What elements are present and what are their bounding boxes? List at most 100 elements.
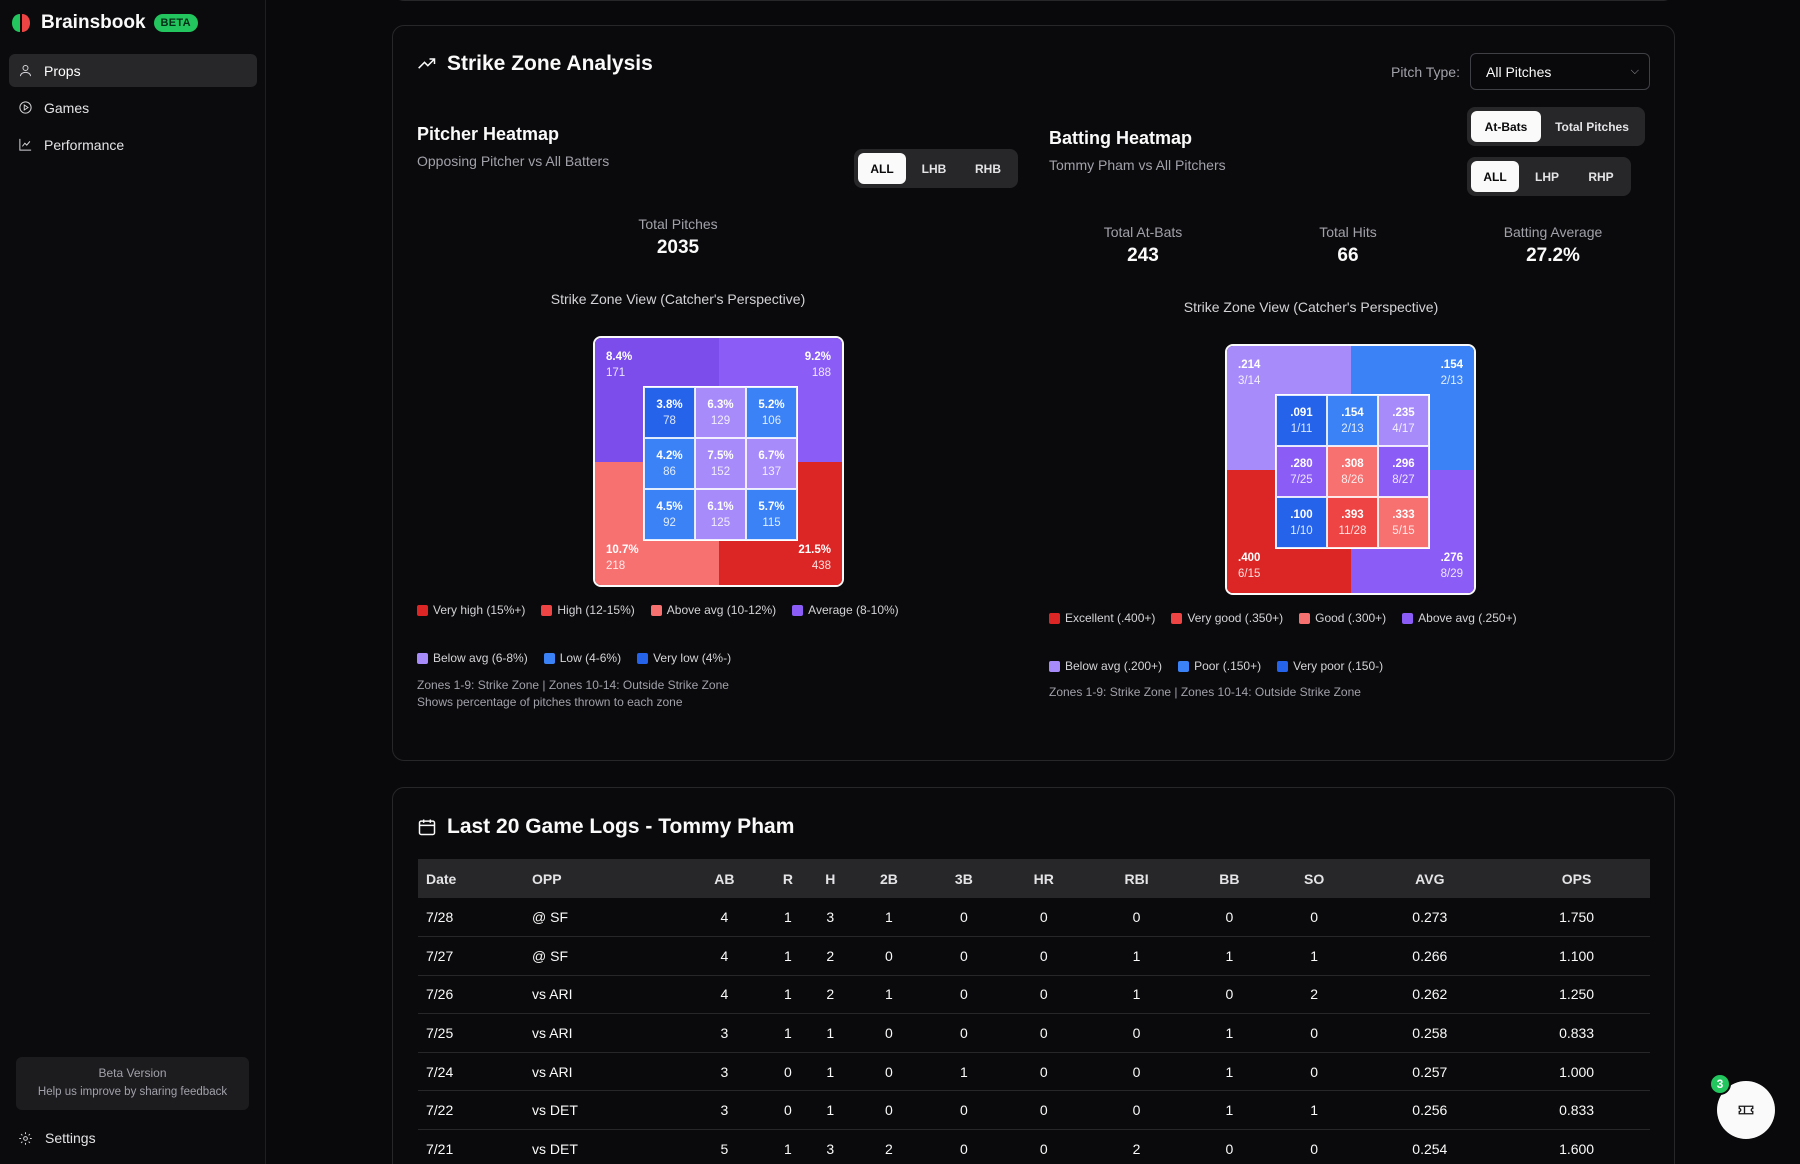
column-header-avg[interactable]: AVG bbox=[1415, 870, 1445, 887]
table-cell: 0 bbox=[1271, 1013, 1357, 1053]
zone-cell-5[interactable]: .308 8/26 bbox=[1327, 446, 1378, 497]
table-cell: 7/26 bbox=[418, 975, 532, 1015]
zone-cell-3[interactable]: 5.2% 106 bbox=[746, 387, 797, 438]
filter-all[interactable]: ALL bbox=[1471, 161, 1519, 192]
sidebar-nav: Props Games Performance bbox=[9, 54, 257, 165]
legend-item: Low (4-6%) bbox=[543, 651, 621, 665]
legend-swatch bbox=[1178, 660, 1190, 672]
table-cell: 1 bbox=[851, 898, 927, 938]
zone-cell-3[interactable]: .235 4/17 bbox=[1378, 395, 1429, 446]
pitch-type-select[interactable]: All Pitches ⌵ bbox=[1470, 53, 1650, 90]
table-cell: 1.250 bbox=[1503, 975, 1650, 1015]
filter-lhp[interactable]: LHP bbox=[1535, 169, 1559, 184]
mode-total-pitches[interactable]: Total Pitches bbox=[1555, 119, 1629, 134]
pitcher-note: Zones 1-9: Strike Zone | Zones 10-14: Ou… bbox=[417, 678, 729, 709]
pitcher-heatmap-subtitle: Opposing Pitcher vs All Batters bbox=[417, 153, 610, 169]
mode-at-bats[interactable]: At-Bats bbox=[1471, 111, 1541, 142]
legend-item: Average (8-10%) bbox=[792, 603, 899, 617]
zone-cell-1[interactable]: .091 1/11 bbox=[1276, 395, 1327, 446]
zone-cell-5[interactable]: 7.5% 152 bbox=[695, 438, 746, 489]
legend-item: Excellent (.400+) bbox=[1049, 611, 1155, 625]
column-header-rbi[interactable]: RBI bbox=[1124, 870, 1149, 887]
column-header-bb[interactable]: BB bbox=[1219, 870, 1240, 887]
batting-hand-filter: ALL LHP RHP bbox=[1467, 157, 1631, 196]
table-cell: 1 bbox=[926, 1052, 1002, 1092]
filter-all[interactable]: ALL bbox=[858, 153, 906, 184]
column-header-date[interactable]: Date bbox=[426, 870, 457, 887]
zone-cell-2[interactable]: .154 2/13 bbox=[1327, 395, 1378, 446]
beta-title: Beta Version bbox=[98, 1066, 167, 1080]
table-cell: 7/27 bbox=[418, 936, 532, 976]
table-body: 7/28 @ SF 4 1 3 1 0 0 0 0 0 0.273 1.750 7/27 @ SF 4 1 2 0 0… bbox=[418, 898, 1650, 1164]
zone-cell-8[interactable]: .393 11/28 bbox=[1327, 497, 1378, 548]
batting-average-stat: Batting Average 27.2% bbox=[1503, 224, 1603, 266]
table-cell: 1 bbox=[809, 1090, 852, 1131]
sidebar-item-props[interactable]: Props bbox=[9, 54, 257, 87]
table-cell: 0 bbox=[1187, 1129, 1272, 1164]
zone-cell-7[interactable]: 4.5% 92 bbox=[644, 489, 695, 540]
column-header-h[interactable]: H bbox=[825, 870, 836, 887]
table-cell: 2 bbox=[809, 936, 852, 976]
brand[interactable]: Brainsbook BETA bbox=[9, 10, 198, 36]
column-header-ab[interactable]: AB bbox=[714, 870, 735, 887]
zone-cell-4[interactable]: 4.2% 86 bbox=[644, 438, 695, 489]
table-row[interactable]: 7/24 vs ARI 3 0 1 0 1 0 0 1 0 0.257 1.000 bbox=[418, 1052, 1650, 1092]
zone-cell-4[interactable]: .280 7/25 bbox=[1276, 446, 1327, 497]
table-cell: 0 bbox=[1001, 936, 1087, 976]
table-cell: 1.000 bbox=[1503, 1052, 1650, 1092]
batting-heatmap-title: Batting Heatmap bbox=[1049, 128, 1193, 148]
table-row[interactable]: 7/27 @ SF 4 1 2 0 0 0 1 1 1 0.266 1.100 bbox=[418, 936, 1650, 976]
table-row[interactable]: 7/21 vs DET 5 1 3 2 0 0 2 0 0 0.254 1.600 bbox=[418, 1129, 1650, 1164]
batting-mode-toggle: At-Bats Total Pitches bbox=[1467, 107, 1645, 146]
pitcher-heatmap-title: Pitcher Heatmap bbox=[417, 124, 560, 144]
table-cell: 0 bbox=[926, 975, 1002, 1015]
column-header-hr[interactable]: HR bbox=[1033, 870, 1054, 887]
table-cell: 1 bbox=[1271, 1090, 1357, 1131]
zone-cell-7[interactable]: .100 1/10 bbox=[1276, 497, 1327, 548]
ticket-icon bbox=[1738, 1105, 1754, 1115]
column-header-opp[interactable]: OPP bbox=[532, 870, 562, 887]
filter-rhp[interactable]: RHP bbox=[1588, 169, 1614, 184]
filter-rhb[interactable]: RHB bbox=[975, 161, 1001, 176]
column-header-so[interactable]: SO bbox=[1303, 870, 1325, 887]
table-cell: 0.266 bbox=[1356, 936, 1504, 976]
zone-cell-9[interactable]: 5.7% 115 bbox=[746, 489, 797, 540]
legend-swatch bbox=[1277, 660, 1289, 672]
table-cell: vs DET bbox=[532, 1090, 682, 1131]
line-chart-icon bbox=[19, 138, 32, 151]
table-row[interactable]: 7/25 vs ARI 3 1 1 0 0 0 0 1 0 0.258 0.833 bbox=[418, 1013, 1650, 1053]
column-header-ops[interactable]: OPS bbox=[1561, 870, 1592, 887]
legend-item: Below avg (.200+) bbox=[1049, 659, 1162, 673]
table-cell: 0 bbox=[1271, 1052, 1357, 1092]
table-cell: 3 bbox=[682, 1052, 767, 1092]
table-cell: 2 bbox=[851, 1129, 927, 1164]
sidebar: Brainsbook BETA Props Games Performance … bbox=[0, 0, 266, 1164]
zone-cell-8[interactable]: 6.1% 125 bbox=[695, 489, 746, 540]
zone-cell-2[interactable]: 6.3% 129 bbox=[695, 387, 746, 438]
table-row[interactable]: 7/22 vs DET 3 0 1 0 0 0 0 1 1 0.256 0.833 bbox=[418, 1090, 1650, 1131]
sidebar-item-performance[interactable]: Performance bbox=[9, 128, 257, 161]
total-hits-stat: Total Hits 66 bbox=[1319, 224, 1377, 266]
table-cell: @ SF bbox=[532, 898, 682, 938]
sidebar-item-games[interactable]: Games bbox=[9, 91, 257, 124]
zone-cell-1[interactable]: 3.8% 78 bbox=[644, 387, 695, 438]
table-cell: 0 bbox=[1001, 1013, 1087, 1053]
zone-cell-6[interactable]: 6.7% 137 bbox=[746, 438, 797, 489]
zone-cell-6[interactable]: .296 8/27 bbox=[1378, 446, 1429, 497]
filter-lhb[interactable]: LHB bbox=[921, 161, 947, 176]
settings-link[interactable]: Settings bbox=[18, 1130, 96, 1146]
table-cell: 7/25 bbox=[418, 1013, 532, 1053]
legend-item: Poor (.150+) bbox=[1178, 659, 1261, 673]
game-logs-table: Date OPP AB R H 2B 3B HR RBI BB SO AVG OPS 7/28 @ SF 4… bbox=[418, 859, 1650, 1164]
table-cell: 0.258 bbox=[1356, 1013, 1504, 1053]
column-header-r[interactable]: R bbox=[782, 870, 793, 887]
legend-swatch bbox=[543, 652, 555, 664]
calendar-icon bbox=[418, 819, 436, 836]
zone-cell-9[interactable]: .333 5/15 bbox=[1378, 497, 1429, 548]
beta-feedback-box[interactable]: Beta Version Help us improve by sharing … bbox=[16, 1057, 249, 1110]
table-cell: 0 bbox=[1086, 898, 1188, 938]
table-row[interactable]: 7/28 @ SF 4 1 3 1 0 0 0 0 0 0.273 1.750 bbox=[418, 898, 1650, 938]
column-header-3b[interactable]: 3B bbox=[954, 870, 973, 887]
table-row[interactable]: 7/26 vs ARI 4 1 2 1 0 0 1 0 2 0.262 1.250 bbox=[418, 975, 1650, 1015]
column-header-2b[interactable]: 2B bbox=[879, 870, 898, 887]
